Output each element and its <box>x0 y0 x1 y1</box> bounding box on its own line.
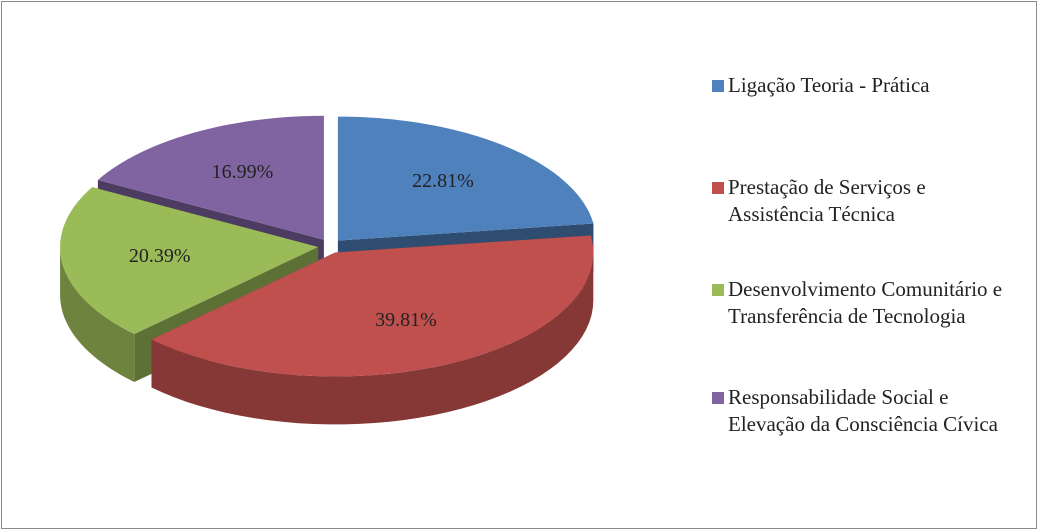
data-label: 20.39% <box>129 245 191 267</box>
legend-swatch <box>712 80 724 92</box>
data-label: 16.99% <box>212 161 274 183</box>
legend-label: Prestação de Serviços e Assistência Técn… <box>728 175 926 226</box>
legend-label: Desenvolvimento Comunitário e Transferên… <box>728 277 1003 328</box>
slice-side <box>60 246 135 383</box>
legend-item: Prestação de Serviços e Assistência Técn… <box>712 174 1012 276</box>
legend: Ligação Teoria - Prática Prestação de Ser… <box>712 72 1012 474</box>
legend-label: Responsabilidade Social e Elevação da Co… <box>728 385 998 436</box>
legend-label: Ligação Teoria - Prática <box>728 73 930 97</box>
slice <box>151 235 594 377</box>
slice <box>97 115 324 240</box>
legend-item: Responsabilidade Social e Elevação da Co… <box>712 384 1012 474</box>
slice-side <box>151 252 594 425</box>
legend-swatch <box>712 392 724 404</box>
slice <box>337 116 594 241</box>
data-label: 39.81% <box>375 309 437 331</box>
legend-swatch <box>712 284 724 296</box>
slice <box>60 187 319 335</box>
legend-item: Ligação Teoria - Prática <box>712 72 1012 174</box>
data-label: 22.81% <box>412 170 474 192</box>
legend-swatch <box>712 182 724 194</box>
legend-item: Desenvolvimento Comunitário e Transferên… <box>712 276 1012 384</box>
